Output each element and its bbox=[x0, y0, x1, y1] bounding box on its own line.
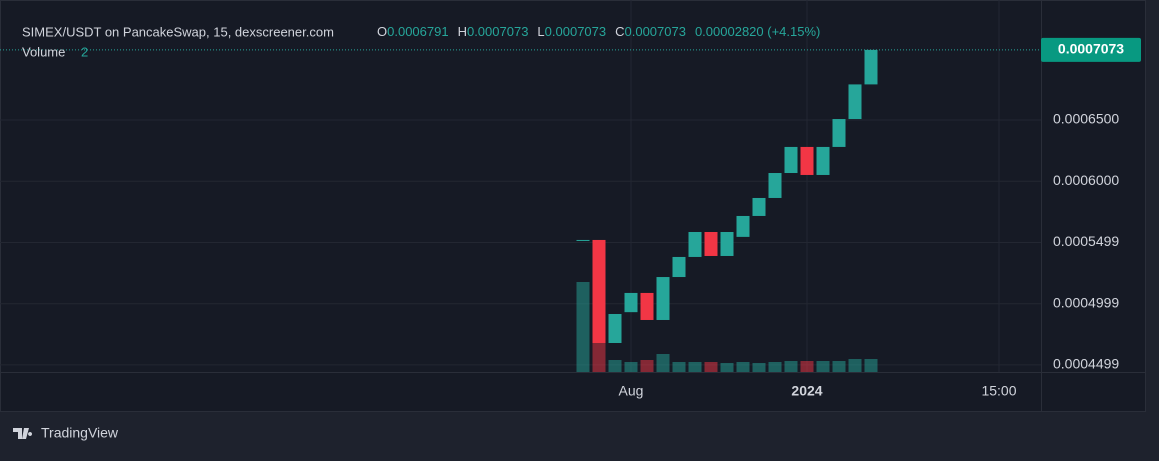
ohlc-change: 0.00002820 (+4.15%) bbox=[695, 24, 820, 39]
volume-value: 2 bbox=[81, 44, 88, 59]
y-tick-label: 0.0006000 bbox=[1053, 172, 1119, 188]
ohlc-o-value: 0.0006791 bbox=[387, 24, 448, 39]
y-tick-label: 0.0006500 bbox=[1053, 111, 1119, 127]
volume-bar bbox=[704, 362, 718, 372]
volume-bar bbox=[768, 362, 782, 372]
last-price-label: 0.0007073 bbox=[1058, 41, 1124, 57]
volume-label: Volume bbox=[22, 44, 65, 59]
volume-bar bbox=[640, 360, 654, 372]
candle-body bbox=[832, 119, 846, 147]
y-tick-label: 0.0005499 bbox=[1053, 233, 1119, 249]
volume-bar bbox=[784, 361, 798, 372]
ohlc-h-value: 0.0007073 bbox=[467, 24, 528, 39]
candle-body bbox=[656, 277, 670, 320]
ohlc-l-value: 0.0007073 bbox=[545, 24, 606, 39]
candle-body bbox=[672, 256, 686, 278]
ohlc-c-value: 0.0007073 bbox=[625, 24, 686, 39]
volume-bar bbox=[736, 362, 750, 372]
volume-bar bbox=[672, 362, 686, 372]
volume-bar bbox=[752, 363, 766, 372]
volume-bar bbox=[848, 359, 862, 372]
candle-body bbox=[624, 292, 638, 313]
candle-body bbox=[752, 197, 766, 216]
candle-body bbox=[688, 231, 702, 257]
volume-bar bbox=[864, 359, 878, 372]
candle-body bbox=[784, 146, 798, 174]
candle-body bbox=[592, 239, 606, 343]
ohlc-h-label: H bbox=[458, 24, 467, 39]
candle-body bbox=[864, 49, 878, 85]
svg-text:TradingView: TradingView bbox=[41, 425, 119, 441]
candle-body bbox=[736, 215, 750, 237]
volume-bar bbox=[656, 354, 670, 372]
candle-body bbox=[640, 292, 654, 320]
volume-bar bbox=[720, 363, 734, 372]
ohlc-o-label: O bbox=[377, 24, 387, 39]
chart-panel bbox=[0, 0, 1146, 412]
candle-body bbox=[720, 231, 734, 256]
candle-body bbox=[848, 84, 862, 120]
candle-body bbox=[608, 313, 622, 343]
volume-bar bbox=[592, 343, 606, 372]
volume-bar bbox=[816, 361, 830, 372]
candle-body bbox=[800, 146, 814, 175]
volume-bar bbox=[624, 362, 638, 372]
symbol: SIMEX/USDT on PancakeSwap, 15, dexscreen… bbox=[22, 24, 334, 39]
candle-body bbox=[768, 173, 782, 198]
last-price-tag bbox=[1041, 37, 1141, 62]
y-tick-label: 0.0004499 bbox=[1053, 356, 1119, 372]
volume-bar bbox=[800, 361, 814, 372]
x-tick-label: 15:00 bbox=[981, 383, 1016, 399]
tradingview-logo: TradingView bbox=[13, 425, 119, 441]
ohlc: O0.0006791 H0.0007073 L0.0007073 C0.0007073… bbox=[377, 24, 820, 39]
candle-body bbox=[704, 231, 718, 256]
volume-bar bbox=[832, 361, 846, 372]
volume-bar bbox=[688, 362, 702, 372]
grid bbox=[0, 0, 1041, 372]
y-tick-label: 0.0004999 bbox=[1053, 294, 1119, 310]
ohlc-l-label: L bbox=[537, 24, 544, 39]
x-tick-label: 2024 bbox=[791, 383, 822, 399]
volume-bar bbox=[608, 360, 622, 372]
ohlc-c-label: C bbox=[615, 24, 624, 39]
plot bbox=[0, 49, 1041, 372]
candle-body bbox=[816, 146, 830, 175]
volume-bar bbox=[576, 282, 590, 372]
x-tick-label: Aug bbox=[619, 383, 644, 399]
candle-body bbox=[576, 239, 590, 241]
